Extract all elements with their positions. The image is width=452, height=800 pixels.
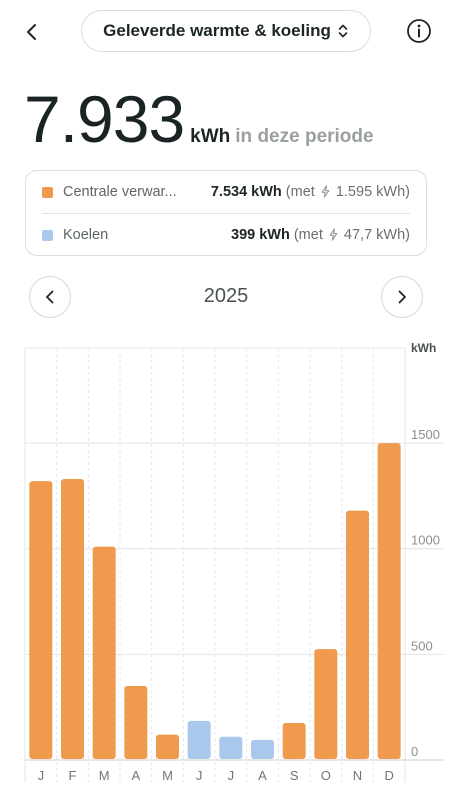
legend-item-extra: (met 1.595 kWh) [286, 184, 410, 200]
info-icon [407, 19, 431, 43]
x-tick-label: J [196, 768, 203, 783]
chart-bar [92, 546, 116, 759]
total-value: 7.933 [24, 82, 185, 156]
legend-item-name: Centrale verwar... [63, 184, 177, 200]
legend-swatch [42, 229, 53, 241]
chevron-right-icon [398, 290, 406, 304]
y-axis-label: kWh [411, 341, 436, 355]
total-summary: 7.933 kWh in deze periode [24, 84, 374, 154]
legend-item-cooling[interactable]: Koelen 399 kWh (met 47,7 kWh) [26, 214, 426, 256]
chart-bar [156, 734, 179, 759]
y-tick-label: 1500 [411, 427, 440, 442]
y-tick-label: 1000 [411, 533, 440, 548]
legend-card: Centrale verwar... 7.534 kWh (met 1.595 … [25, 170, 427, 256]
x-tick-label: A [258, 768, 267, 783]
bar-chart: 0 500 1000 1500 kWh J F M A M J J A S O N D [24, 341, 444, 783]
legend-extra-prefix: (met [285, 184, 315, 200]
legend-extra-value: 47,7 kWh) [343, 227, 410, 243]
x-tick-label: J [228, 768, 235, 783]
legend-item-heating[interactable]: Centrale verwar... 7.534 kWh (met 1.595 … [26, 171, 426, 213]
chart-bar [251, 739, 274, 759]
chart-bar [282, 723, 306, 759]
monthly-chart: 0 500 1000 1500 kWh J F M A M J J A S O N D [0, 336, 452, 800]
x-tick-label: N [353, 768, 362, 783]
chart-bar [219, 736, 243, 759]
legend-extra-value: 1.595 kWh) [335, 184, 410, 200]
previous-year-button[interactable] [29, 276, 71, 318]
chart-bar [314, 649, 338, 759]
legend-extra-prefix: (met [293, 227, 323, 243]
legend-item-extra: (met 47,7 kWh) [294, 227, 410, 243]
x-tick-label: D [384, 768, 393, 783]
chevron-left-icon [27, 24, 36, 40]
x-tick-label: O [321, 768, 331, 783]
title-selector[interactable]: Geleverde warmte & koeling [81, 10, 371, 52]
year-label: 2025 [203, 285, 249, 307]
lightning-icon [321, 185, 330, 198]
legend-divider [42, 213, 410, 214]
total-unit: kWh [190, 126, 231, 147]
legend-item-value: 399 kWh [231, 227, 290, 243]
x-tick-label: F [69, 768, 77, 783]
back-button[interactable] [14, 14, 50, 50]
top-bar: Geleverde warmte & koeling [0, 0, 452, 62]
next-year-button[interactable] [381, 276, 423, 318]
chart-bar [124, 686, 148, 759]
page-title: Geleverde warmte & koeling [103, 21, 331, 40]
chart-bar [187, 720, 211, 759]
x-tick-label: A [131, 768, 140, 783]
y-tick-label: 0 [411, 744, 418, 759]
year-navigation: 2025 [0, 276, 452, 320]
legend-swatch [42, 186, 53, 198]
chart-bar [346, 510, 369, 759]
chart-bar [377, 443, 401, 759]
lightning-icon [329, 228, 338, 241]
legend-item-value: 7.534 kWh [210, 184, 282, 200]
chart-bar [29, 481, 53, 759]
x-tick-label: M [162, 768, 173, 783]
legend-item-name: Koelen [63, 227, 109, 243]
y-tick-label: 500 [411, 638, 433, 653]
total-suffix: in deze periode [235, 126, 374, 147]
info-button[interactable] [402, 14, 436, 48]
chart-bar [61, 478, 84, 759]
chevron-left-icon [46, 290, 54, 304]
x-tick-label: J [38, 768, 45, 783]
chevron-up-down-icon [338, 24, 348, 38]
x-tick-label: M [99, 768, 110, 783]
x-tick-label: S [290, 768, 299, 783]
